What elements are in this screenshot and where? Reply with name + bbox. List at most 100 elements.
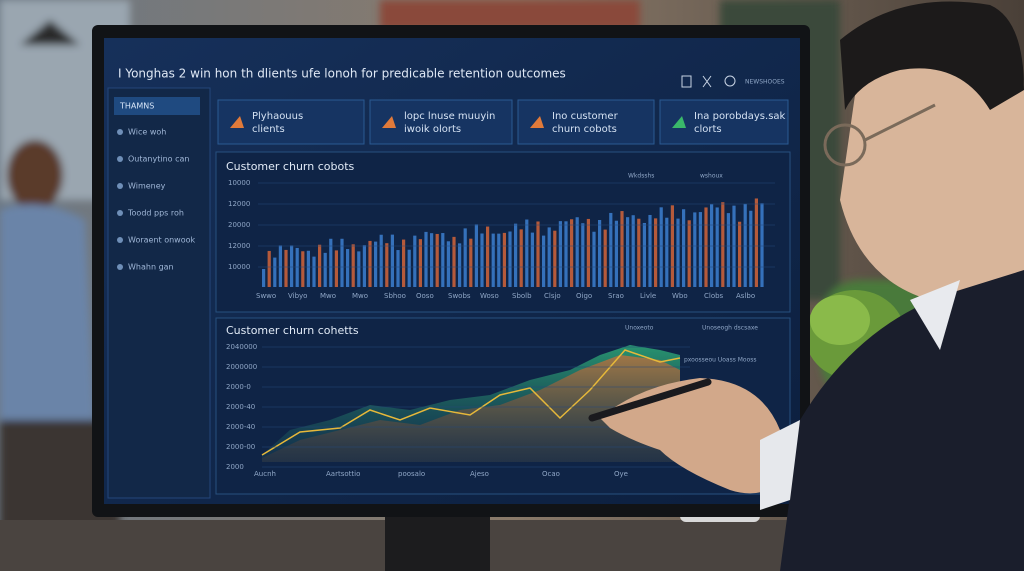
- y-axis-label: 12000: [228, 200, 250, 208]
- x-axis-label: Swobs: [448, 292, 471, 300]
- legend-entry[interactable]: wshoux: [700, 173, 723, 180]
- legend-entry[interactable]: Wkdsshs: [628, 173, 654, 180]
- x-axis-label: Aslbo: [736, 292, 755, 300]
- bar-decoration: [463, 228, 467, 287]
- bar-decoration: [654, 218, 658, 287]
- x-axis-label: Swwo: [256, 292, 276, 300]
- y-axis-label: 12000: [228, 242, 250, 250]
- bar-decoration: [357, 251, 361, 287]
- sidebar-item[interactable]: Wice woh: [128, 128, 166, 137]
- bar-decoration: [603, 229, 607, 287]
- toolbar: NEWSHOOES: [681, 75, 785, 88]
- bar-decoration: [704, 207, 708, 287]
- bar-decoration: [452, 236, 456, 287]
- x-axis-label: Ocao: [542, 470, 560, 478]
- bar-decoration: [290, 245, 294, 287]
- sidebar-item[interactable]: Outanytino can: [128, 155, 189, 164]
- bar-decoration: [558, 221, 562, 287]
- bar-decoration: [721, 202, 725, 287]
- x-axis-label: Mwo: [352, 292, 368, 300]
- toolbar-label[interactable]: NEWSHOOES: [745, 79, 785, 86]
- bar-decoration: [743, 203, 747, 287]
- bar-decoration: [469, 238, 473, 287]
- y-axis-label: 10000: [228, 179, 250, 187]
- card-icon: [382, 116, 396, 128]
- sidebar-item[interactable]: Woraent onwook: [128, 236, 195, 245]
- dashboard-title: I Yonghas 2 win hon th dlients ufe lonoh…: [118, 67, 566, 81]
- sidebar-item[interactable]: Wimeney: [128, 182, 166, 191]
- x-axis-label: Clsjo: [544, 292, 561, 300]
- y-axis-label: 2000-00: [226, 443, 255, 451]
- bar-decoration: [430, 233, 434, 287]
- bar-decoration: [446, 241, 450, 287]
- annotation: pxoosseou Uoass Mooss: [684, 357, 757, 364]
- bar-decoration: [407, 249, 411, 287]
- card-label: lopc lnuse muuyin iwoik olorts: [404, 111, 495, 135]
- sidebar: [107, 87, 211, 499]
- x-axis-label: Oye: [614, 470, 628, 478]
- sidebar-heading: THAMNS: [119, 102, 154, 111]
- bar-decoration: [486, 226, 490, 287]
- bar-decoration: [396, 250, 400, 287]
- bar-decoration: [715, 207, 719, 287]
- chart-title: Customer churn cobots: [226, 160, 355, 173]
- x-axis-label: Clobs: [704, 292, 724, 300]
- sidebar-item[interactable]: Toodd pps roh: [127, 209, 184, 218]
- bar-decoration: [480, 233, 484, 287]
- bar-decoration: [340, 238, 344, 287]
- bar-decoration: [614, 220, 618, 287]
- x-axis-label: Livle: [640, 292, 656, 300]
- bar-decoration: [284, 249, 288, 287]
- bar-decoration: [514, 223, 518, 287]
- bar-decoration: [312, 256, 316, 287]
- bar-decoration: [698, 212, 702, 287]
- x-axis-label: Aartsottio: [326, 470, 360, 478]
- bar-decoration: [598, 219, 602, 287]
- x-axis-label: Woso: [480, 292, 499, 300]
- bar-decoration: [474, 224, 478, 287]
- card-icon: [530, 116, 544, 128]
- bar-decoration: [693, 212, 697, 287]
- bar-decoration: [542, 235, 546, 287]
- card-label: Ina porobdays.sak clorts: [694, 111, 786, 135]
- bar-decoration: [749, 210, 753, 287]
- bar-decoration: [334, 250, 338, 287]
- bar-decoration: [262, 269, 266, 287]
- bar-decoration: [637, 218, 641, 287]
- x-axis-label: Oigo: [576, 292, 592, 300]
- y-axis-label: 2000000: [226, 363, 257, 371]
- bar-decoration: [323, 252, 327, 287]
- bar-decoration: [390, 234, 394, 287]
- bar-decoration: [682, 209, 686, 287]
- bar-decoration: [710, 204, 714, 287]
- bar-decoration: [374, 241, 378, 287]
- bar-decoration: [435, 233, 439, 287]
- bar-decoration: [402, 239, 406, 287]
- bar-decoration: [642, 222, 646, 287]
- x-axis-label: Sbhoo: [384, 292, 406, 300]
- bar-decoration: [497, 233, 501, 287]
- legend-entry[interactable]: Unoxeoto: [625, 325, 654, 332]
- bar-decoration: [424, 231, 428, 287]
- person: [588, 1, 1024, 571]
- x-axis-label: Mwo: [320, 292, 336, 300]
- bar-decoration: [626, 217, 630, 287]
- y-axis-label: 2000: [226, 463, 244, 471]
- bar-decoration: [530, 232, 534, 287]
- bar-decoration: [581, 223, 585, 287]
- y-axis-label: 10000: [228, 263, 250, 271]
- bar-decoration: [306, 250, 310, 287]
- bar-decoration: [491, 233, 495, 287]
- kpi-card[interactable]: [217, 99, 365, 145]
- bar-decoration: [760, 203, 764, 287]
- bar-decoration: [346, 249, 350, 287]
- sidebar-item[interactable]: Whahn gan: [128, 263, 174, 272]
- bar-decoration: [732, 205, 736, 287]
- sidebar-icon: [117, 156, 123, 162]
- bar-decoration: [564, 221, 568, 287]
- x-axis-label: Srao: [608, 292, 624, 300]
- bar-decoration: [547, 227, 551, 287]
- bar-decoration: [676, 218, 680, 287]
- legend-entry[interactable]: Unoseogh dscsaxe: [702, 325, 758, 332]
